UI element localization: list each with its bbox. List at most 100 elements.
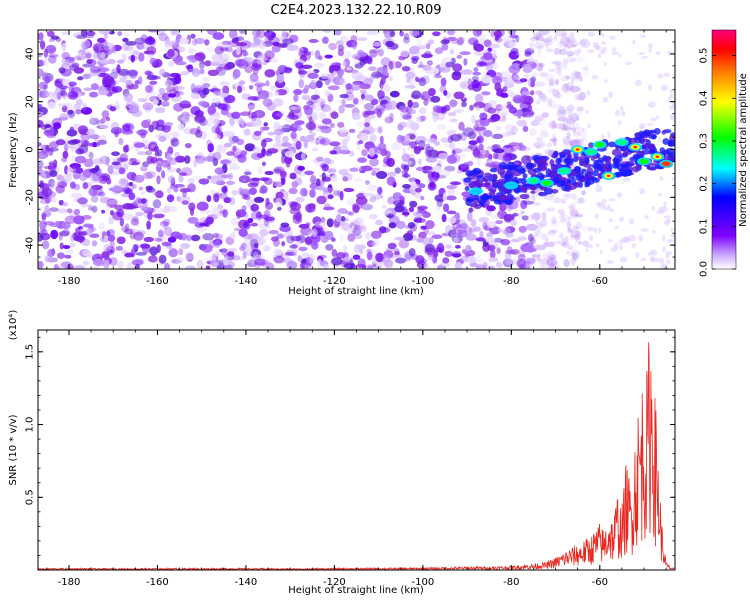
heatmap-noise-cell bbox=[322, 30, 332, 33]
heatmap-noise-cell bbox=[582, 66, 590, 71]
heatmap-noise-cell bbox=[360, 93, 365, 100]
heatmap-noise-cell bbox=[248, 256, 257, 261]
heatmap-noise-cell bbox=[530, 76, 537, 83]
heatmap-noise-cell bbox=[563, 259, 570, 268]
heatmap-noise-cell bbox=[263, 122, 268, 127]
heatmap-noise-cell bbox=[578, 130, 586, 137]
heatmap-noise-cell bbox=[232, 145, 237, 152]
heatmap-noise-cell bbox=[411, 101, 420, 109]
heatmap-noise-cell bbox=[126, 69, 139, 77]
heatmap-noise-cell bbox=[424, 220, 435, 230]
heatmap-noise-cell bbox=[231, 189, 239, 196]
heatmap-noise-cell bbox=[322, 187, 334, 193]
heatmap-noise-cell bbox=[456, 219, 467, 229]
heatmap-noise-cell bbox=[263, 137, 273, 143]
heatmap-noise-cell bbox=[479, 61, 487, 67]
heatmap-noise-cell bbox=[426, 60, 433, 66]
heatmap-noise-cell bbox=[608, 198, 616, 202]
heatmap-noise-cell bbox=[257, 258, 269, 266]
heatmap-noise-cell bbox=[415, 187, 422, 193]
heatmap-noise-cell bbox=[309, 189, 316, 198]
heatmap-noise-cell bbox=[338, 168, 349, 176]
heatmap-noise-cell bbox=[122, 122, 135, 132]
heatmap-noise-cell bbox=[351, 71, 364, 81]
heatmap-noise-cell bbox=[274, 128, 284, 136]
heatmap-noise-cell bbox=[539, 141, 546, 148]
heatmap-noise-cell bbox=[149, 80, 158, 85]
heatmap-noise-cell bbox=[632, 39, 636, 45]
heatmap-noise-cell bbox=[646, 122, 654, 127]
heatmap-noise-cell bbox=[180, 243, 191, 249]
heatmap-noise-cell bbox=[204, 39, 210, 46]
spectrogram-x-axis: -180 -160 -140 -120 -100 -80 -60 bbox=[46, 30, 667, 287]
heatmap-noise-cell bbox=[214, 213, 220, 220]
heatmap-noise-cell bbox=[506, 104, 514, 109]
heatmap-noise-cell bbox=[527, 55, 534, 65]
heatmap-noise-cell bbox=[142, 161, 150, 167]
heatmap-noise-cell bbox=[174, 141, 181, 146]
heatmap-noise-cell bbox=[381, 204, 387, 209]
heatmap-noise-cell bbox=[502, 114, 507, 122]
heatmap-noise-cell bbox=[217, 103, 228, 110]
heatmap-noise-cell bbox=[546, 259, 558, 267]
heatmap-noise-cell bbox=[362, 125, 375, 135]
heatmap-noise-cell bbox=[638, 52, 645, 56]
heatmap-noise-cell bbox=[453, 91, 465, 100]
heatmap-noise-cell bbox=[569, 32, 575, 37]
heatmap-noise-cell bbox=[227, 251, 235, 257]
heatmap-noise-cell bbox=[206, 195, 212, 202]
heatmap-noise-cell bbox=[106, 230, 111, 237]
heatmap-noise-cell bbox=[140, 198, 147, 204]
heatmap-noise-cell bbox=[276, 73, 285, 84]
heatmap-noise-cell bbox=[607, 131, 611, 138]
heatmap-noise-cell bbox=[454, 212, 461, 221]
heatmap-noise-cell bbox=[407, 145, 412, 152]
heatmap-noise-cell bbox=[562, 139, 574, 148]
heatmap-noise-cell bbox=[190, 92, 199, 100]
heatmap-noise-cell bbox=[257, 90, 270, 100]
heatmap-noise-cell bbox=[647, 101, 656, 108]
heatmap-noise-cell bbox=[299, 187, 308, 197]
heatmap-noise-cell bbox=[293, 89, 303, 95]
heatmap-noise-cell bbox=[419, 61, 424, 68]
heatmap-noise-cell bbox=[61, 56, 74, 66]
heatmap-noise-cell bbox=[591, 75, 599, 80]
heatmap-noise-cell bbox=[311, 228, 318, 238]
heatmap-noise-cell bbox=[75, 109, 82, 115]
heatmap-noise-cell bbox=[295, 197, 305, 203]
heatmap-noise-cell bbox=[559, 36, 571, 46]
heatmap-noise-cell bbox=[50, 35, 60, 40]
heatmap-noise-cell bbox=[317, 254, 327, 259]
heatmap-noise-cell bbox=[501, 230, 510, 235]
heatmap-noise-cell bbox=[213, 134, 221, 140]
heatmap-noise-cell bbox=[238, 228, 248, 237]
heatmap-noise-cell bbox=[363, 103, 375, 111]
heatmap-noise-cell bbox=[76, 98, 83, 106]
heatmap-signal-cell bbox=[607, 141, 617, 148]
heatmap-noise-cell bbox=[394, 205, 405, 213]
heatmap-noise-cell bbox=[648, 46, 652, 54]
heatmap-noise-cell bbox=[476, 135, 484, 144]
heatmap-noise-cell bbox=[538, 30, 550, 36]
heatmap-noise-cell bbox=[490, 133, 503, 139]
heatmap-noise-cell bbox=[250, 43, 256, 48]
heatmap-noise-cell bbox=[510, 248, 520, 255]
heatmap-noise-cell bbox=[515, 196, 521, 203]
heatmap-noise-cell bbox=[158, 109, 164, 113]
heatmap-noise-cell bbox=[178, 175, 184, 183]
heatmap-noise-cell bbox=[313, 94, 319, 100]
heatmap-noise-cell bbox=[158, 87, 165, 95]
heatmap-noise-cell bbox=[153, 145, 159, 153]
heatmap-noise-cell bbox=[146, 118, 152, 124]
heatmap-noise-cell bbox=[441, 213, 447, 223]
heatmap-noise-cell bbox=[291, 243, 298, 249]
heatmap-signal-cell bbox=[563, 157, 569, 164]
heatmap-noise-cell bbox=[147, 255, 158, 263]
heatmap-noise-cell bbox=[93, 137, 99, 143]
heatmap-noise-cell bbox=[366, 251, 373, 261]
heatmap-signal-cell bbox=[534, 159, 545, 165]
heatmap-noise-cell bbox=[533, 213, 537, 217]
snr-x-axis-label: Height of straight line (km) bbox=[288, 585, 424, 596]
heatmap-noise-cell bbox=[517, 254, 526, 261]
heatmap-noise-cell bbox=[602, 96, 609, 103]
